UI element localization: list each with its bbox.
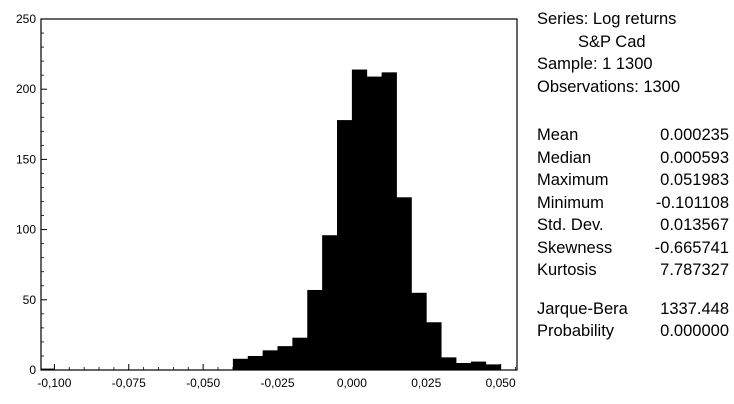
stat-value: 0.000593 [660,148,729,167]
stat-row: Std. Dev. 0.013567 [537,214,729,237]
histogram-bar [396,197,412,370]
histogram-bar [337,120,353,370]
stat-value: 0.000000 [660,322,729,340]
stat-value: 0.051983 [660,171,729,189]
histogram-bar [307,289,323,370]
stat-row: Jarque-Bera 1337.448 [537,298,729,321]
histogram-bar [247,355,264,370]
stat-row: Skewness -0.665741 [537,237,729,260]
stat-value: 0.013567 [660,216,729,234]
stat-label: Maximum [537,171,609,189]
x-tick-label: 0,000 [337,376,367,390]
stat-value: 7.787327 [660,261,729,279]
stat-value: -0.665741 [654,238,729,257]
stat-label: Minimum [537,193,604,212]
histogram-bar [441,357,457,370]
jarque-bera-table: Jarque-Bera 1337.448 Probability 0.000000 [537,298,729,343]
stat-label: Kurtosis [537,261,597,279]
x-tick-label: -0,100 [37,376,71,390]
x-axis: -0,100 -0,075 -0,050 -0,025 0,000 0,025 0,050 [37,364,516,390]
histogram-bar [292,337,308,370]
stat-row: Maximum 0.051983 [537,169,729,192]
observations-label: Observations: 1300 [537,77,681,96]
stat-label: Jarque-Bera [537,299,628,318]
series-name: S&P Cad [578,32,646,51]
y-tick-label: 150 [16,152,36,166]
sample-label: Sample: 1 1300 [537,55,653,73]
descriptive-stats-panel: Series: Log returns S&P Cad Sample: 1 13… [537,8,729,343]
x-tick-label: -0,025 [260,376,294,390]
y-tick-label: 200 [16,82,36,96]
stat-value: -0.101108 [655,193,729,212]
histogram-bar [366,76,383,371]
histogram-bar [351,69,368,370]
histogram-bar [262,350,278,370]
stat-label: Skewness [537,238,613,257]
x-tick-label: 0,025 [411,376,441,390]
stat-label: Median [537,148,592,167]
histogram-bar [277,346,293,370]
histogram-bar [411,292,427,370]
stat-row: Mean 0.000235 [537,124,729,147]
x-tick-label: 0,050 [486,376,516,390]
stat-row: Kurtosis 7.787327 [537,259,729,282]
stat-value: 0.000235 [660,126,729,144]
y-axis: 0 50 100 150 200 250 [16,12,47,377]
histogram-bar [426,322,442,370]
histogram-bar [322,235,338,370]
x-tick-label: -0,050 [186,376,220,390]
x-tick-label: -0,075 [112,376,146,390]
histogram-bar [470,361,487,370]
histogram-bar [485,364,502,370]
histogram-bar [381,72,397,371]
stat-label: Probability [537,322,615,340]
histogram-bar [232,358,249,370]
plot-frame [40,18,518,371]
stat-row: Probability 0.000000 [537,320,729,343]
stat-label: Mean [537,126,579,144]
stat-value: 1337.448 [660,299,729,318]
stat-label: Std. Dev. [537,216,604,234]
histogram-bar [456,362,472,370]
y-tick-label: 250 [16,12,36,26]
histogram-bars [41,69,502,371]
series-label: Series: Log returns [537,10,677,28]
stat-row: Minimum -0.101108 [537,192,729,215]
histogram-bar [41,368,55,370]
stats-table: Mean 0.000235 Median 0.000593 Maximum 0.05198… [537,124,729,282]
stat-row: Median 0.000593 [537,147,729,170]
y-tick-label: 0 [29,363,36,377]
histogram-chart: 0 50 100 150 200 250 -0,100 -0,075 -0,050 -0,025… [16,12,518,390]
y-tick-label: 50 [23,293,37,307]
y-tick-label: 100 [16,223,36,237]
